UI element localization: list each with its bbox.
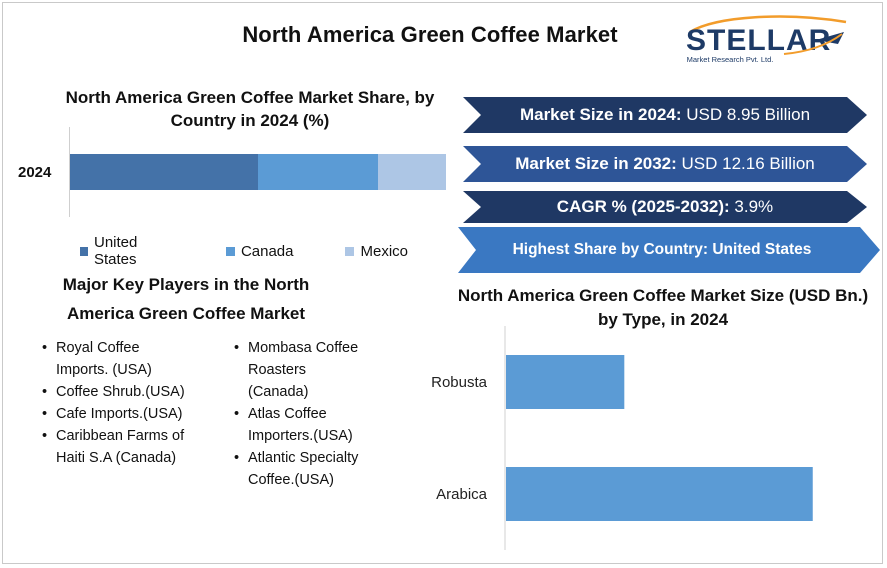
stat-banner-shape bbox=[458, 227, 880, 273]
stat-text: Market Size in 2032: USD 12.16 Billion bbox=[515, 154, 815, 174]
share-bar-segment-united-states bbox=[70, 154, 258, 190]
type-tick-label: Arabica bbox=[436, 486, 488, 503]
player-list-item: Coffee Shrub.(USA) bbox=[42, 381, 192, 403]
logo-swoosh-top bbox=[689, 15, 847, 34]
share-chart-year-label: 2024 bbox=[18, 164, 52, 181]
stat-banner: Market Size in 2024: USD 8.95 Billion bbox=[463, 97, 867, 133]
stat-banner: Highest Share by Country: United States bbox=[458, 227, 880, 273]
players-list-left: Royal Coffee Imports. (USA)Coffee Shrub.… bbox=[42, 337, 192, 469]
share-bar-segment-mexico bbox=[378, 154, 446, 190]
type-chart-title: North America Green Coffee Market Size (… bbox=[457, 286, 869, 329]
stat-text: Highest Share by Country: United States bbox=[513, 241, 812, 259]
stat-banner-arrow bbox=[463, 191, 867, 223]
legend-label: United States bbox=[93, 234, 138, 268]
legend-item: United States bbox=[80, 234, 174, 268]
share-bar-segment-canada bbox=[258, 154, 379, 190]
stat-banner-arrow bbox=[463, 146, 867, 182]
player-list-item: Cafe Imports.(USA) bbox=[42, 403, 192, 425]
stat-banner-arrow bbox=[463, 97, 867, 133]
legend-swatch bbox=[225, 246, 235, 256]
stat-label: Highest Share by Country: United States bbox=[512, 241, 812, 258]
share-chart-title: North America Green Coffee Market Share,… bbox=[65, 88, 435, 130]
player-list-item: Atlantic Specialty Coffee.(USA) bbox=[234, 447, 359, 491]
stat-banner: CAGR % (2025-2032): 3.9% bbox=[463, 191, 867, 223]
type-bar-arabica bbox=[506, 467, 813, 521]
legend-label: Canada bbox=[240, 242, 294, 260]
player-list-item: Royal Coffee Imports. (USA) bbox=[42, 337, 192, 381]
stellar-logo: STELLAR Market Research Pvt. Ltd. bbox=[676, 10, 866, 72]
stat-banner-arrow bbox=[458, 227, 880, 273]
stat-label: Market Size in 2024: bbox=[519, 105, 682, 124]
share-stacked-bar bbox=[70, 154, 446, 190]
legend-swatch bbox=[80, 246, 88, 256]
stat-value: 3.9% bbox=[729, 197, 774, 216]
type-bar-chart: Robusta Arabica bbox=[431, 326, 813, 550]
stat-banner-shape bbox=[463, 146, 867, 182]
share-chart-legend: United States Canada Mexico bbox=[80, 234, 460, 268]
logo-arrow-icon bbox=[816, 32, 844, 44]
legend-item: Canada bbox=[225, 234, 294, 268]
stat-text: CAGR % (2025-2032): 3.9% bbox=[557, 197, 773, 217]
player-list-item: Caribbean Farms of Haiti S.A (Canada) bbox=[42, 425, 192, 469]
stat-value: USD 8.95 Billion bbox=[681, 105, 811, 124]
legend-label: Mexico bbox=[360, 242, 408, 260]
legend-swatch bbox=[345, 246, 355, 256]
logo-subtitle: Market Research Pvt. Ltd. bbox=[686, 55, 774, 64]
stat-value: USD 12.16 Billion bbox=[676, 154, 815, 173]
stat-banner: Market Size in 2032: USD 12.16 Billion bbox=[463, 146, 867, 182]
type-tick-label: Robusta bbox=[431, 374, 488, 391]
page-title: North America Green Coffee Market bbox=[242, 22, 618, 47]
logo-mark: STELLAR bbox=[686, 15, 847, 57]
logo-wordmark: STELLAR bbox=[686, 24, 831, 57]
players-title: Major Key Players in the North America G… bbox=[62, 275, 310, 323]
logo-swoosh-bottom bbox=[783, 33, 843, 55]
stat-text: Market Size in 2024: USD 8.95 Billion bbox=[520, 105, 810, 125]
stat-label: Market Size in 2032: bbox=[515, 154, 677, 173]
stat-label: CAGR % (2025-2032): bbox=[556, 197, 730, 216]
stat-banner-shape bbox=[463, 97, 867, 133]
type-bar-robusta bbox=[506, 355, 625, 409]
share-chart-axis bbox=[69, 127, 70, 217]
stat-banner-shape bbox=[463, 191, 867, 223]
player-list-item: Atlas Coffee Importers.(USA) bbox=[234, 403, 359, 447]
player-list-item: Mombasa Coffee Roasters (Canada) bbox=[234, 337, 359, 403]
legend-item: Mexico bbox=[345, 234, 408, 268]
players-list-right: Mombasa Coffee Roasters (Canada)Atlas Co… bbox=[234, 337, 359, 491]
